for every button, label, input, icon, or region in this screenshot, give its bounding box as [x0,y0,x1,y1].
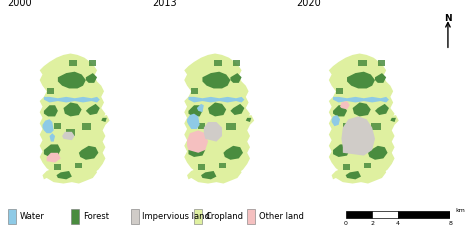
Polygon shape [333,105,347,116]
Polygon shape [58,72,86,88]
Polygon shape [198,123,205,129]
Polygon shape [189,97,245,102]
Polygon shape [187,114,200,129]
Polygon shape [332,167,386,184]
Polygon shape [202,72,230,88]
Polygon shape [223,146,243,160]
Polygon shape [82,123,91,130]
Polygon shape [343,123,350,129]
Polygon shape [44,97,100,102]
Polygon shape [230,104,245,115]
Polygon shape [204,122,222,142]
Text: Water: Water [19,212,45,221]
Polygon shape [69,60,77,66]
Polygon shape [353,102,371,116]
Text: km: km [456,208,465,213]
Bar [71,209,79,224]
Polygon shape [201,171,217,179]
Polygon shape [378,60,385,66]
Polygon shape [99,115,109,125]
Polygon shape [54,123,61,129]
Polygon shape [214,60,222,66]
Bar [398,211,450,219]
Polygon shape [44,144,61,157]
Polygon shape [219,163,226,168]
Polygon shape [211,129,219,136]
Polygon shape [340,101,350,110]
Polygon shape [364,163,371,168]
Polygon shape [189,144,205,157]
Text: 2013: 2013 [152,0,177,8]
Polygon shape [246,118,251,122]
Polygon shape [184,54,250,178]
Polygon shape [40,54,105,178]
Text: 0: 0 [344,221,348,226]
Polygon shape [191,88,198,94]
Text: 2000: 2000 [8,0,32,8]
Polygon shape [46,88,54,94]
Polygon shape [74,163,82,168]
Polygon shape [54,164,61,170]
Bar [372,211,398,219]
Polygon shape [66,129,74,136]
Polygon shape [329,54,394,178]
Polygon shape [43,167,97,184]
Polygon shape [208,102,226,116]
Polygon shape [226,123,236,130]
Bar [247,209,255,224]
Polygon shape [44,105,58,116]
Text: 2: 2 [370,221,374,226]
Polygon shape [49,133,55,142]
Text: Other land: Other land [258,212,303,221]
Polygon shape [56,171,72,179]
Polygon shape [101,118,107,122]
Polygon shape [43,119,54,133]
Polygon shape [198,164,205,170]
Polygon shape [86,104,100,115]
Polygon shape [187,167,242,184]
Polygon shape [89,60,96,66]
Polygon shape [341,116,375,156]
Polygon shape [187,130,208,153]
Polygon shape [358,60,366,66]
Bar [194,209,202,224]
Bar [8,209,16,224]
Polygon shape [347,72,375,88]
Text: 2020: 2020 [297,0,321,8]
Polygon shape [230,73,242,83]
Polygon shape [46,153,61,163]
Polygon shape [388,115,399,125]
Polygon shape [332,115,340,126]
Polygon shape [79,146,99,160]
Text: N: N [444,14,452,23]
Polygon shape [243,115,254,125]
Polygon shape [62,132,74,140]
Polygon shape [189,105,202,116]
Bar [131,209,139,224]
Text: 4: 4 [396,221,400,226]
Polygon shape [368,146,388,160]
Polygon shape [375,104,389,115]
Polygon shape [86,73,97,83]
Polygon shape [233,60,240,66]
Polygon shape [197,104,204,112]
Polygon shape [371,123,381,130]
Polygon shape [343,164,350,170]
Text: Cropland: Cropland [205,212,244,221]
Polygon shape [333,97,389,102]
Bar [346,211,372,219]
Polygon shape [333,144,350,157]
Text: Forest: Forest [82,212,109,221]
Text: Impervious land: Impervious land [142,212,210,221]
Polygon shape [336,88,343,94]
Polygon shape [375,73,386,83]
Text: 8: 8 [448,221,452,226]
Polygon shape [356,129,364,136]
Polygon shape [64,102,82,116]
Polygon shape [391,118,396,122]
Polygon shape [346,171,361,179]
